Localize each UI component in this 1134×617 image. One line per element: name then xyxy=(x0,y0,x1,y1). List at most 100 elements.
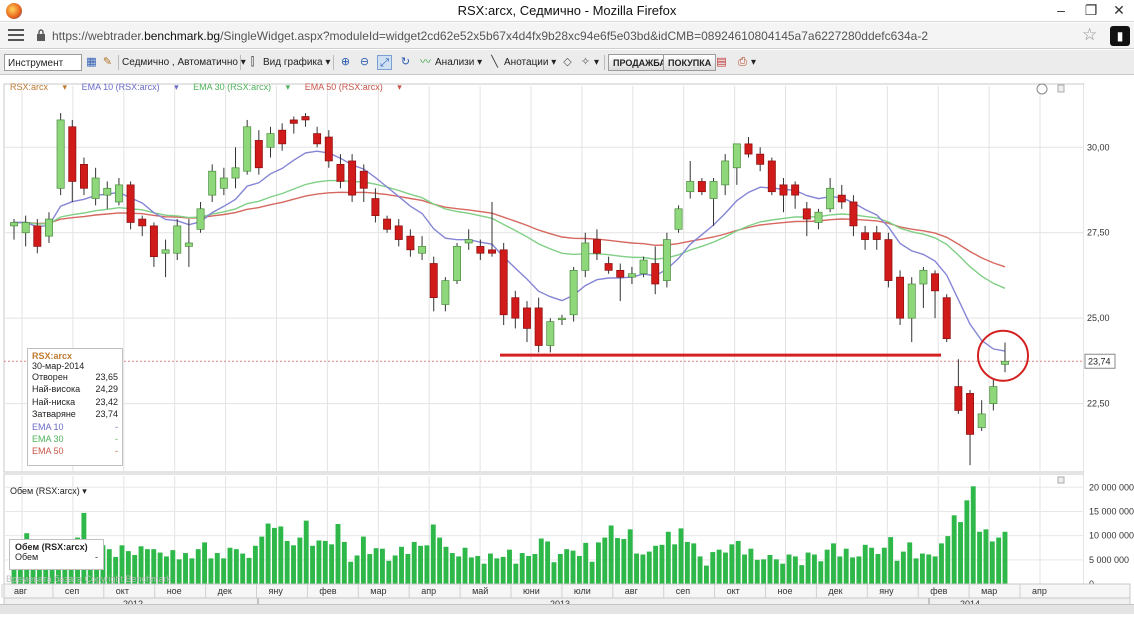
candle-body xyxy=(301,116,310,121)
volume-bar xyxy=(907,542,913,584)
extension-icon[interactable]: ▮ xyxy=(1110,26,1130,46)
candle-body xyxy=(266,133,275,148)
volume-bar xyxy=(475,555,481,584)
info-row-low: Най-ниска 23,42 xyxy=(32,396,118,408)
legend-ema30[interactable]: EMA 30 (RSX:arcx) ▾ xyxy=(193,82,291,92)
bookmark-star-icon[interactable]: ☆ xyxy=(1082,25,1098,44)
candle-body xyxy=(954,386,963,411)
candle-body xyxy=(56,119,65,189)
volume-bar xyxy=(780,563,786,584)
close-button[interactable]: ✕ xyxy=(1113,2,1125,18)
volume-bar xyxy=(564,549,570,584)
price-tick-label: 30,00 xyxy=(1087,142,1110,152)
volume-bar xyxy=(322,540,328,584)
crosshair-icon[interactable]: ✧ xyxy=(580,56,591,68)
chart-area[interactable]: 30,00 27,50 25,00 22,50 20 000 000 15 000 000… xyxy=(0,76,1134,614)
month-tick-label: ное xyxy=(167,586,182,596)
volume-bar xyxy=(589,561,595,584)
volume-bar xyxy=(843,548,849,584)
report-icon[interactable]: ▤ xyxy=(716,56,727,68)
candle-body xyxy=(126,184,135,223)
chevron-down-icon: ▾ xyxy=(477,57,483,68)
volume-legend[interactable]: Обем (RSX:arcx) ▾ xyxy=(10,486,87,496)
analysis-dropdown[interactable]: Анализи ▾ xyxy=(435,54,482,71)
zoom-out-icon[interactable]: ⊖ xyxy=(359,56,370,68)
month-tick-label: авг xyxy=(14,586,28,596)
legend-symbol[interactable]: RSX:arcx ▾ xyxy=(10,82,68,92)
firefox-logo-icon xyxy=(6,3,22,19)
volume-bar xyxy=(310,545,316,584)
volume-bar xyxy=(754,559,760,584)
crosshair-dropdown[interactable]: ▾ xyxy=(594,54,599,71)
volume-bar xyxy=(716,549,722,584)
candle-body xyxy=(826,187,835,210)
volume-bar xyxy=(939,543,944,584)
volume-bar xyxy=(119,545,125,584)
instrument-input[interactable]: Инструмент xyxy=(4,54,82,71)
legend-ema50[interactable]: EMA 50 (RSX:arcx) ▾ xyxy=(304,82,402,92)
volume-bar xyxy=(1002,531,1008,584)
candle-body xyxy=(1001,360,1009,365)
volume-bar xyxy=(983,529,989,584)
volume-bar xyxy=(106,549,112,584)
highlight-circle xyxy=(977,329,1029,382)
candle-body xyxy=(359,170,368,189)
volume-bar xyxy=(87,558,93,584)
candle-body xyxy=(651,263,660,285)
volume-bar xyxy=(773,559,779,584)
month-tick-label: дек xyxy=(218,586,232,596)
volume-bar xyxy=(195,549,201,584)
eraser-icon[interactable]: ◇ xyxy=(563,56,572,68)
current-price-box xyxy=(1084,353,1116,369)
info-row-close: Затваряне 23,74 xyxy=(32,408,118,420)
price-tick-label: 22,50 xyxy=(1087,399,1110,409)
month-tick-label: яну xyxy=(269,586,284,596)
candle-body xyxy=(662,239,671,281)
price-chart-svg[interactable]: 30,00 27,50 25,00 22,50 20 000 000 15 000 000… xyxy=(0,76,1134,614)
legend-ema10[interactable]: EMA 10 (RSX:arcx) ▾ xyxy=(81,82,179,92)
candle-body xyxy=(243,126,252,172)
zoom-in-icon[interactable]: ⊕ xyxy=(340,56,351,68)
info-date: 30-мар-2014 xyxy=(32,361,85,371)
volume-bar xyxy=(691,543,697,584)
sell-button[interactable]: ПРОДАЖБА xyxy=(608,54,671,71)
candle-body xyxy=(149,225,158,258)
url-prefix: https://webtrader. xyxy=(52,29,145,43)
export-icon[interactable]: ⎙ xyxy=(738,56,747,68)
export-dropdown[interactable]: ▾ xyxy=(751,54,756,71)
minimize-button[interactable]: – xyxy=(1057,2,1065,18)
zoom-fit-icon[interactable]: ⤢ xyxy=(377,55,392,70)
candle-body xyxy=(616,269,625,278)
ohlc-info-box: RSX:arcx 30-мар-2014 Отворен 23,65 Най-ви… xyxy=(27,348,123,466)
volume-bar xyxy=(958,522,963,584)
restore-button[interactable]: ❐ xyxy=(1084,2,1098,18)
volume-bar xyxy=(265,523,271,584)
volume-bar xyxy=(252,545,258,584)
menu-icon[interactable] xyxy=(8,29,24,43)
candle-body xyxy=(569,269,578,316)
candle-body xyxy=(884,239,893,281)
url-bar[interactable]: https://webtrader.benchmark.bg/SingleWid… xyxy=(52,29,928,43)
instrument-picker-icon[interactable]: ▦ xyxy=(86,56,97,68)
annotations-dropdown[interactable]: Анотации ▾ xyxy=(504,54,556,71)
reset-icon[interactable]: ↻ xyxy=(400,56,411,68)
volume-bar xyxy=(157,552,163,584)
pencil-edit-icon[interactable]: ✎ xyxy=(102,56,113,68)
volume-bar xyxy=(684,541,690,584)
buy-button[interactable]: ПОКУПКА xyxy=(663,54,717,71)
period-dropdown[interactable]: Седмично , Автоматично ▾ xyxy=(122,54,246,71)
legend-ema30-label: EMA 30 (RSX:arcx) xyxy=(193,82,272,92)
candle-body xyxy=(231,167,240,179)
volume-bar xyxy=(576,555,582,584)
separator xyxy=(604,55,605,70)
volume-bar xyxy=(881,547,887,584)
info-value: 23,42 xyxy=(95,396,118,407)
candle-body xyxy=(173,225,182,254)
chevron-down-icon: ▾ xyxy=(594,57,600,68)
month-tick-label: ное xyxy=(778,586,793,596)
url-path: /SingleWidget.aspx?moduleId=widget2cd62e… xyxy=(220,29,929,43)
chart-type-dropdown[interactable]: Вид графика ▾ xyxy=(263,54,330,71)
candle-body xyxy=(977,413,986,428)
volume-bar xyxy=(932,556,938,584)
candle-body xyxy=(313,133,322,145)
